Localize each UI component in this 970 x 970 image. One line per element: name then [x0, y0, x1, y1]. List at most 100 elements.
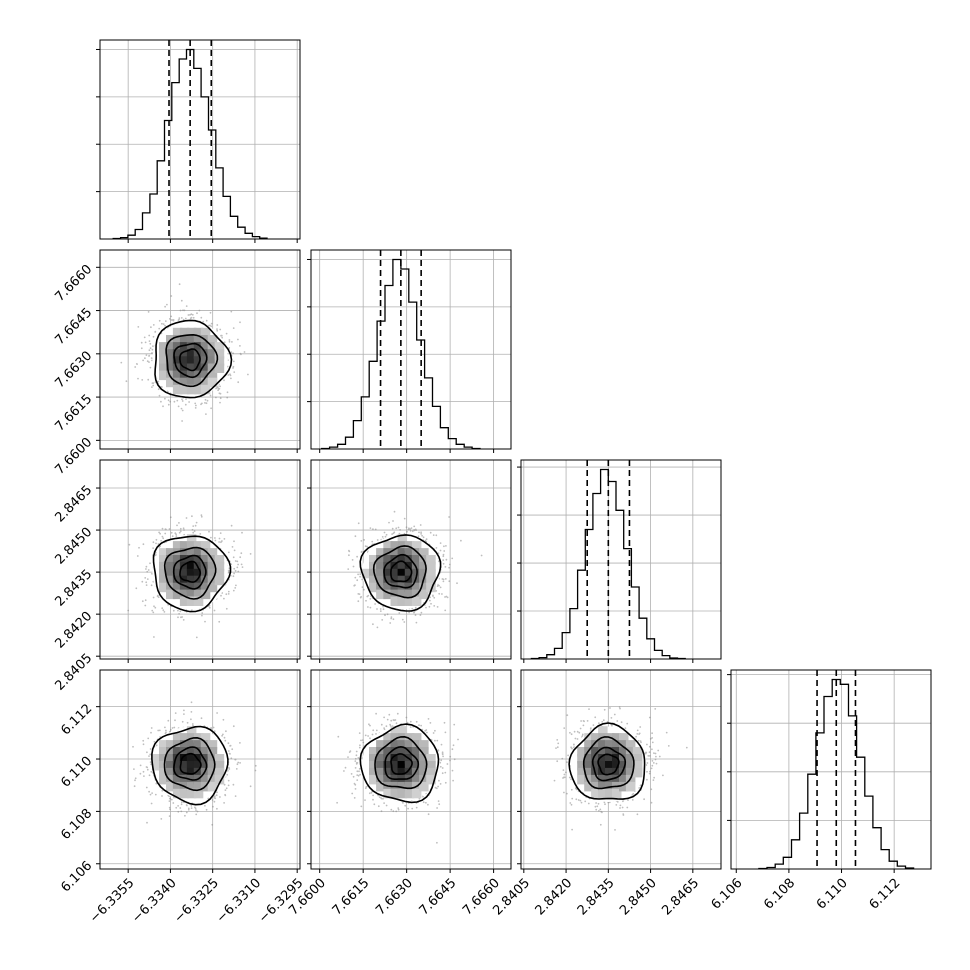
- density-cell: [419, 774, 429, 785]
- density-cell: [207, 754, 218, 764]
- density-cell: [411, 788, 422, 799]
- density-cell: [214, 363, 225, 373]
- density-cell: [186, 384, 197, 395]
- density-cell: [404, 575, 415, 586]
- density-cell: [179, 761, 190, 771]
- density-cell: [200, 774, 211, 785]
- contour-line: [165, 333, 219, 388]
- density-cell: [214, 342, 225, 352]
- density-cell: [411, 774, 422, 785]
- density-cell: [166, 774, 176, 785]
- density-cell: [591, 740, 601, 750]
- histogram-step: [112, 48, 268, 240]
- density-cell: [200, 740, 211, 750]
- density-cell: [193, 740, 204, 750]
- density-cell: [411, 555, 422, 565]
- density-cell: [397, 781, 408, 792]
- panel-frame: [520, 669, 722, 870]
- contour-line: [179, 560, 202, 583]
- density-cell: [159, 575, 169, 586]
- density-cell: [179, 342, 190, 352]
- density-cell: [625, 781, 636, 792]
- contour-line: [582, 736, 635, 790]
- density-cell: [598, 781, 608, 792]
- density-cell: [172, 788, 183, 799]
- density-cell: [207, 761, 218, 771]
- density-cell: [159, 754, 169, 764]
- contour-line: [390, 753, 413, 775]
- density-cell: [591, 754, 601, 764]
- density-cell: [404, 589, 415, 600]
- density-cell: [166, 370, 176, 381]
- density-cell: [383, 774, 393, 785]
- density-cell: [390, 568, 400, 579]
- density-cell: [214, 575, 225, 586]
- density-cell: [404, 541, 415, 551]
- density-cell: [584, 747, 594, 757]
- contour-line: [179, 752, 202, 775]
- density-cell: [186, 356, 197, 366]
- contour-line: [568, 722, 646, 800]
- density-cell: [186, 335, 197, 345]
- density-cell: [186, 541, 197, 551]
- density-cell: [186, 767, 197, 778]
- density-cell: [166, 377, 176, 388]
- density-cell: [159, 342, 169, 352]
- density-cell: [179, 327, 190, 338]
- density-cell: [193, 788, 204, 799]
- density-cell: [193, 377, 204, 388]
- density-cell: [605, 761, 615, 771]
- density-cell: [612, 761, 622, 771]
- density-cell: [214, 767, 225, 778]
- density-cell: [390, 761, 400, 771]
- density-cell: [166, 754, 176, 764]
- density-cell: [166, 761, 176, 771]
- density-cell: [584, 754, 594, 764]
- density-cell: [419, 548, 429, 558]
- density-cell: [200, 327, 211, 338]
- density-cell: [207, 370, 218, 381]
- density-cell: [172, 761, 183, 771]
- density-cell: [426, 761, 436, 771]
- density-cell: [591, 774, 601, 785]
- panel-content: [127, 514, 252, 639]
- density-cell: [166, 740, 176, 750]
- density-cell: [383, 568, 393, 579]
- density-cell: [376, 555, 386, 565]
- density-cell: [598, 754, 608, 764]
- density-cell: [577, 761, 587, 771]
- density-cell: [172, 370, 183, 381]
- density-cell: [598, 788, 608, 799]
- panel-frame: [310, 669, 512, 870]
- density-cell: [612, 740, 622, 750]
- density-cell: [411, 541, 422, 551]
- density-cell: [207, 356, 218, 366]
- density-cell: [383, 747, 393, 757]
- density-cell: [369, 767, 379, 778]
- density-cell: [397, 568, 408, 579]
- density-cell: [411, 767, 422, 778]
- density-cell: [376, 575, 386, 586]
- density-cell: [612, 788, 622, 799]
- density-cell: [404, 555, 415, 565]
- density-cell: [411, 596, 422, 606]
- density-cell: [179, 740, 190, 750]
- density-cell: [214, 774, 225, 785]
- density-cell: [172, 541, 183, 551]
- density-cell: [159, 740, 169, 750]
- density-cell: [397, 555, 408, 565]
- density-cell: [214, 568, 225, 579]
- density-cell: [159, 582, 169, 593]
- density-cell: [200, 342, 211, 352]
- panel-content: [120, 283, 249, 422]
- density-cell: [397, 589, 408, 600]
- density-cell: [172, 555, 183, 565]
- density-cell: [172, 747, 183, 757]
- density-cell: [172, 589, 183, 600]
- contour-line: [372, 545, 427, 599]
- density-cell: [411, 548, 422, 558]
- density-cell: [419, 561, 429, 572]
- contour-line: [154, 319, 233, 399]
- density-cell: [166, 781, 176, 792]
- density-cell: [390, 767, 400, 778]
